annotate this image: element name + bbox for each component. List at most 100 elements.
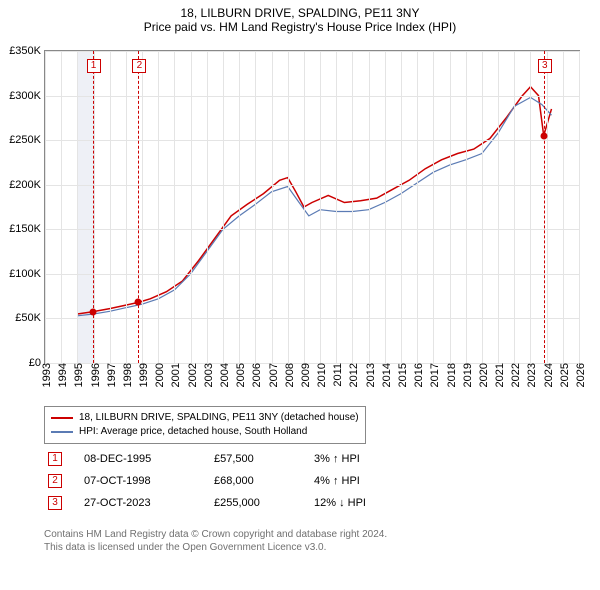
gridline-v — [466, 51, 467, 363]
footer-line2: This data is licensed under the Open Gov… — [44, 541, 387, 554]
gridline-v — [417, 51, 418, 363]
x-tick-label: 1993 — [41, 363, 53, 387]
x-tick-label: 2001 — [170, 363, 182, 387]
legend-label: HPI: Average price, detached house, Sout… — [79, 425, 307, 439]
y-tick-label: £200K — [9, 179, 45, 191]
gridline-v — [174, 51, 175, 363]
x-tick-label: 2026 — [575, 363, 587, 387]
x-tick-label: 2023 — [526, 363, 538, 387]
x-tick-label: 2007 — [268, 363, 280, 387]
x-tick-label: 2020 — [478, 363, 490, 387]
gridline-v — [563, 51, 564, 363]
x-tick-label: 2019 — [462, 363, 474, 387]
price-chart: £0£50K£100K£150K£200K£250K£300K£350K1993… — [44, 50, 580, 364]
legend-label: 18, LILBURN DRIVE, SPALDING, PE11 3NY (d… — [79, 411, 359, 425]
sale-marker-line — [544, 51, 545, 363]
x-tick-label: 2022 — [510, 363, 522, 387]
gridline-v — [450, 51, 451, 363]
sales-date: 07-OCT-1998 — [84, 475, 214, 487]
sales-row: 2 07-OCT-1998£68,0004% ↑ HPI — [48, 470, 394, 492]
x-tick-label: 1998 — [122, 363, 134, 387]
x-tick-label: 2000 — [154, 363, 166, 387]
gridline-v — [482, 51, 483, 363]
x-tick-label: 1994 — [57, 363, 69, 387]
sales-index-box: 1 — [48, 452, 62, 466]
sales-diff: 4% ↑ HPI — [314, 475, 394, 487]
x-tick-label: 2005 — [235, 363, 247, 387]
sales-diff: 12% ↓ HPI — [314, 497, 394, 509]
gridline-v — [126, 51, 127, 363]
x-tick-label: 2016 — [413, 363, 425, 387]
gridline-v — [272, 51, 273, 363]
gridline-v — [94, 51, 95, 363]
y-tick-label: £50K — [15, 312, 45, 324]
x-tick-label: 2009 — [300, 363, 312, 387]
gridline-v — [433, 51, 434, 363]
y-tick-label: £250K — [9, 134, 45, 146]
x-tick-label: 1995 — [73, 363, 85, 387]
gridline-v — [320, 51, 321, 363]
gridline-v — [514, 51, 515, 363]
x-tick-label: 2017 — [429, 363, 441, 387]
sales-diff: 3% ↑ HPI — [314, 453, 394, 465]
gridline-v — [530, 51, 531, 363]
x-tick-label: 2018 — [446, 363, 458, 387]
sales-table: 108-DEC-1995£57,5003% ↑ HPI207-OCT-1998£… — [48, 448, 394, 514]
gridline-v — [77, 51, 78, 363]
sale-dot — [135, 299, 142, 306]
footer-line1: Contains HM Land Registry data © Crown c… — [44, 528, 387, 541]
legend-swatch — [51, 431, 73, 433]
sales-price: £255,000 — [214, 497, 314, 509]
sales-row: 327-OCT-2023£255,00012% ↓ HPI — [48, 492, 394, 514]
gridline-v — [369, 51, 370, 363]
gridline-v — [223, 51, 224, 363]
x-tick-label: 2003 — [203, 363, 215, 387]
x-tick-label: 2006 — [251, 363, 263, 387]
gridline-v — [498, 51, 499, 363]
x-tick-label: 2008 — [284, 363, 296, 387]
legend-row: 18, LILBURN DRIVE, SPALDING, PE11 3NY (d… — [51, 411, 359, 425]
sale-dot — [89, 308, 96, 315]
sale-marker-box: 3 — [538, 59, 552, 73]
legend-row: HPI: Average price, detached house, Sout… — [51, 425, 359, 439]
page-subtitle: Price paid vs. HM Land Registry's House … — [0, 20, 600, 38]
gridline-v — [191, 51, 192, 363]
gridline-v — [61, 51, 62, 363]
sale-marker-box: 1 — [87, 59, 101, 73]
chart-legend: 18, LILBURN DRIVE, SPALDING, PE11 3NY (d… — [44, 406, 366, 444]
x-tick-label: 2013 — [365, 363, 377, 387]
sale-marker-line — [138, 51, 139, 363]
x-tick-label: 2014 — [381, 363, 393, 387]
gridline-v — [239, 51, 240, 363]
gridline-v — [288, 51, 289, 363]
gridline-v — [255, 51, 256, 363]
x-tick-label: 1996 — [90, 363, 102, 387]
x-tick-label: 2011 — [332, 363, 344, 387]
sales-index-box: 2 — [48, 474, 62, 488]
gridline-v — [207, 51, 208, 363]
y-tick-label: £300K — [9, 90, 45, 102]
gridline-v — [110, 51, 111, 363]
page-title: 18, LILBURN DRIVE, SPALDING, PE11 3NY — [0, 0, 600, 20]
y-tick-label: £150K — [9, 223, 45, 235]
sales-row: 108-DEC-1995£57,5003% ↑ HPI — [48, 448, 394, 470]
x-tick-label: 2024 — [543, 363, 555, 387]
gridline-v — [336, 51, 337, 363]
series-hpi — [77, 97, 551, 315]
sale-marker-box: 2 — [132, 59, 146, 73]
x-tick-label: 2012 — [348, 363, 360, 387]
gridline-v — [547, 51, 548, 363]
gridline-v — [401, 51, 402, 363]
x-tick-label: 2010 — [316, 363, 328, 387]
sales-date: 27-OCT-2023 — [84, 497, 214, 509]
sale-dot — [540, 132, 547, 139]
sales-price: £68,000 — [214, 475, 314, 487]
x-tick-label: 2015 — [397, 363, 409, 387]
sales-date: 08-DEC-1995 — [84, 453, 214, 465]
gridline-v — [579, 51, 580, 363]
x-tick-label: 1997 — [106, 363, 118, 387]
gridline-v — [304, 51, 305, 363]
y-tick-label: £350K — [9, 45, 45, 57]
attribution-footer: Contains HM Land Registry data © Crown c… — [44, 528, 387, 554]
sale-marker-line — [93, 51, 94, 363]
